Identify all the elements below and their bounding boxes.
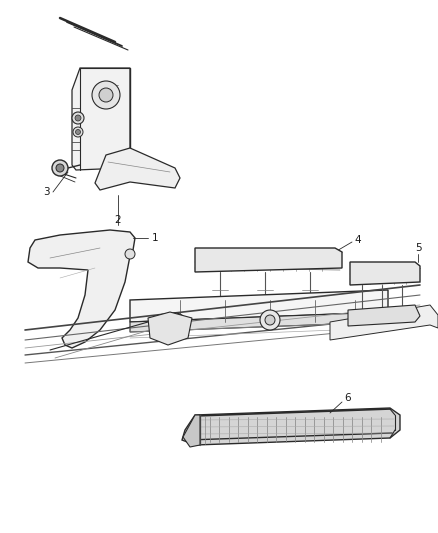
Polygon shape xyxy=(72,68,130,170)
Text: 3: 3 xyxy=(42,187,49,197)
Polygon shape xyxy=(348,305,420,326)
Polygon shape xyxy=(350,262,420,285)
Circle shape xyxy=(52,160,68,176)
Circle shape xyxy=(169,319,181,331)
Polygon shape xyxy=(28,230,135,348)
Circle shape xyxy=(75,130,81,134)
Polygon shape xyxy=(195,248,342,272)
Circle shape xyxy=(56,164,64,172)
Circle shape xyxy=(72,112,84,124)
Text: 2: 2 xyxy=(115,215,121,225)
Polygon shape xyxy=(130,312,388,332)
Circle shape xyxy=(75,115,81,121)
Polygon shape xyxy=(95,148,180,190)
Circle shape xyxy=(92,81,120,109)
Polygon shape xyxy=(148,312,192,345)
Circle shape xyxy=(73,127,83,137)
Circle shape xyxy=(163,313,187,337)
Polygon shape xyxy=(182,408,400,445)
Circle shape xyxy=(265,315,275,325)
Text: 5: 5 xyxy=(415,243,421,253)
Circle shape xyxy=(260,310,280,330)
Text: 4: 4 xyxy=(355,235,361,245)
Circle shape xyxy=(99,88,113,102)
Polygon shape xyxy=(183,415,200,447)
Circle shape xyxy=(125,249,135,259)
Text: 1: 1 xyxy=(152,233,158,243)
Polygon shape xyxy=(130,290,388,322)
Polygon shape xyxy=(330,305,438,340)
Text: 6: 6 xyxy=(345,393,351,403)
